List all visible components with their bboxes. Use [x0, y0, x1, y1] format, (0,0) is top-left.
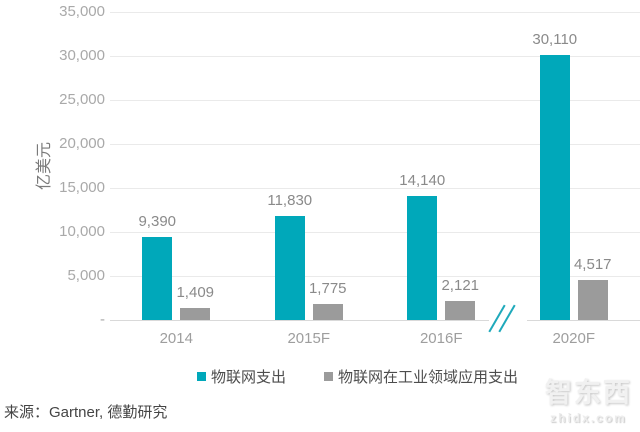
value-label: 2,121	[441, 277, 480, 295]
category-label: 2015F	[287, 330, 331, 347]
legend-swatch-icon	[324, 372, 334, 381]
value-label: 4,517	[573, 256, 612, 274]
watermark: 智东西 zhidx.com	[545, 371, 632, 425]
legend-label: 物联网支出	[211, 369, 287, 386]
y-tick-label: 15,000	[59, 179, 105, 196]
bar-iot-spending	[539, 55, 570, 320]
value-label: 1,775	[308, 280, 347, 298]
legend-item: 物联网在工业领域应用支出	[324, 366, 518, 387]
y-tick-label: 25,000	[59, 91, 105, 108]
value-label: 11,830	[267, 191, 313, 209]
gridline	[110, 99, 640, 101]
gridline	[110, 55, 640, 57]
value-label: 30,110	[532, 31, 578, 49]
value-label: 9,390	[138, 213, 177, 231]
gridline	[110, 187, 640, 189]
y-tick-label: 5,000	[67, 267, 105, 284]
legend: 物联网支出 物联网在工业领域应用支出	[197, 366, 518, 387]
gridline	[110, 11, 640, 13]
watermark-domain: zhidx.com	[550, 411, 627, 425]
y-tick-label: -	[100, 311, 105, 328]
legend-swatch-icon	[197, 372, 206, 381]
y-tick-label: 35,000	[59, 3, 105, 20]
y-tick-label: 10,000	[59, 223, 105, 240]
bar-iot-spending	[142, 237, 173, 320]
gridline	[110, 275, 640, 277]
category-label: 2014	[159, 330, 193, 347]
bar-industrial-iot-spending	[577, 280, 608, 320]
bar-industrial-iot-spending	[445, 301, 476, 320]
legend-item: 物联网支出	[197, 366, 286, 387]
watermark-logo-text: 智东西	[545, 378, 632, 408]
category-label: 2020F	[552, 330, 596, 347]
source-note: 来源：Gartner, 德勤研究	[4, 404, 168, 421]
x-axis-line	[110, 319, 640, 321]
bar-industrial-iot-spending	[180, 307, 211, 320]
gridline	[110, 143, 640, 145]
legend-label: 物联网在工业领域应用支出	[338, 369, 519, 386]
y-tick-label: 30,000	[59, 47, 105, 64]
category-label: 2016F	[419, 330, 463, 347]
bar-iot-spending	[407, 195, 438, 320]
bar-industrial-iot-spending	[312, 304, 343, 320]
y-tick-label: 20,000	[59, 135, 105, 152]
bar-iot-spending	[274, 215, 305, 320]
value-label: 1,409	[176, 283, 215, 301]
axis-break-gap	[488, 317, 527, 323]
value-label: 14,140	[399, 171, 446, 189]
gridline	[110, 231, 640, 233]
